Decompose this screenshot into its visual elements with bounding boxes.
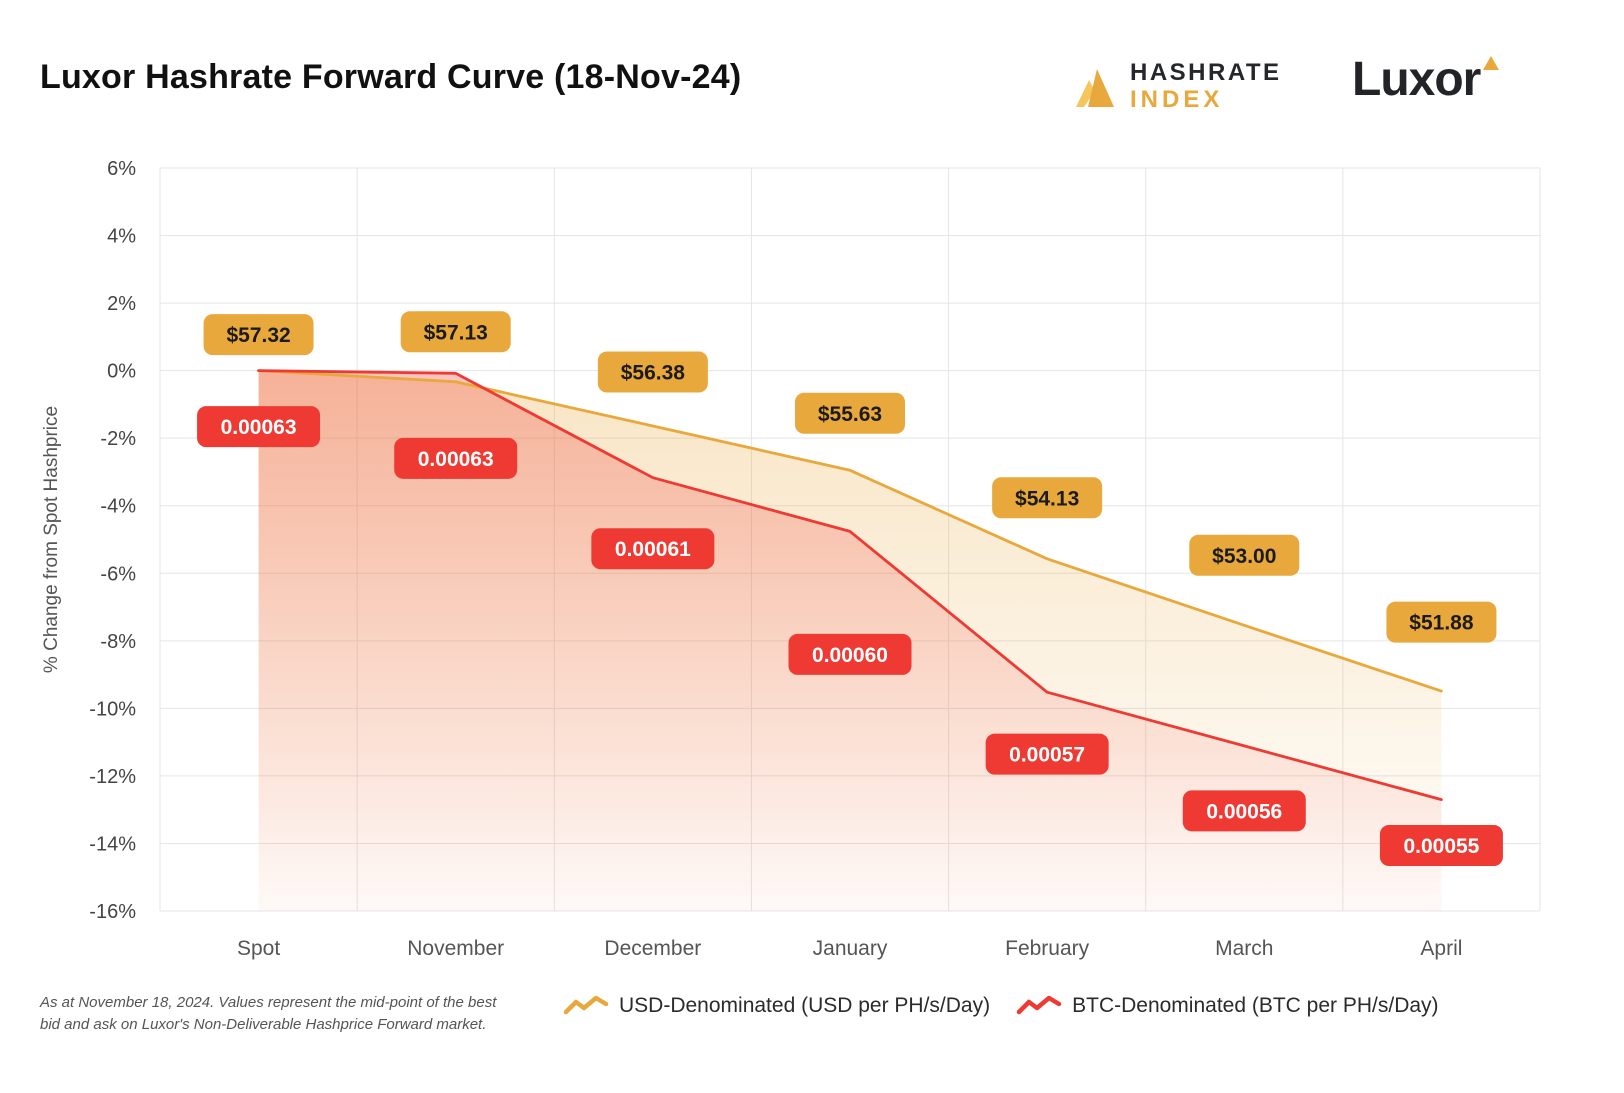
x-category-label: January (813, 937, 888, 960)
hashrate-index-wordmark: HASHRATE INDEX (1130, 59, 1282, 114)
btc-value-badge: 0.00056 (1182, 790, 1306, 832)
x-category-label: February (1005, 937, 1090, 960)
x-category-label: March (1215, 937, 1273, 960)
usd-value-badge: $57.13 (400, 311, 511, 353)
usd-value-badge: $57.32 (203, 314, 314, 356)
btc-legend-line-icon (1016, 995, 1062, 1015)
usd-value-badge: $54.13 (992, 477, 1103, 519)
y-tick-label: -14% (89, 833, 136, 855)
y-tick-label: -8% (100, 631, 136, 653)
usd-value-badge: $55.63 (795, 392, 905, 434)
x-category-label: November (407, 937, 504, 960)
y-tick-label: -2% (100, 428, 136, 450)
x-category-label: Spot (237, 937, 280, 960)
chart-legend: USD-Denominated (USD per PH/s/Day) BTC-D… (563, 994, 1439, 1018)
hashrate-index-icon (1076, 68, 1114, 107)
usd-value-badge: $56.38 (597, 351, 708, 393)
badge-value-text: 0.00055 (1403, 835, 1479, 858)
y-tick-label: -16% (89, 901, 136, 923)
btc-value-badge: 0.00060 (788, 633, 912, 675)
index-text: INDEX (1130, 85, 1224, 113)
btc-value-badge: 0.00057 (985, 733, 1109, 775)
badge-value-text: $53.00 (1212, 545, 1276, 568)
y-tick-label: 0% (107, 361, 136, 383)
usd-value-badge: $51.88 (1386, 601, 1497, 643)
badge-value-text: 0.00057 (1009, 744, 1085, 767)
btc-value-badge: 0.00061 (591, 528, 715, 570)
luxor-wordmark: Luxor (1352, 53, 1481, 106)
footnote: As at November 18, 2024. Values represen… (40, 994, 497, 1033)
luxor-triangle-icon (1483, 56, 1500, 70)
y-tick-label: -12% (89, 766, 136, 788)
legend-item-usd: USD-Denominated (USD per PH/s/Day) (563, 994, 990, 1018)
chart-title: Luxor Hashrate Forward Curve (18-Nov-24) (40, 58, 742, 96)
x-category-label: April (1420, 937, 1462, 960)
btc-series-line (257, 369, 1443, 801)
y-tick-label: -6% (100, 563, 136, 585)
badge-value-text: $56.38 (621, 362, 686, 385)
usd-series-line (257, 369, 1443, 693)
badge-value-text: 0.00061 (615, 538, 691, 561)
badge-value-text: $57.13 (424, 321, 488, 344)
btc-value-badge: 0.00063 (197, 406, 321, 448)
badge-value-text: $55.63 (818, 403, 882, 426)
legend-item-btc: BTC-Denominated (BTC per PH/s/Day) (1016, 994, 1439, 1018)
hashrate-index-logo: HASHRATE INDEX (1070, 59, 1282, 114)
y-tick-label: -10% (89, 698, 136, 720)
x-category-label: December (604, 937, 701, 960)
y-tick-label: 4% (107, 226, 136, 248)
badge-value-text: $54.13 (1015, 487, 1079, 510)
badge-value-text: $57.32 (226, 324, 290, 347)
badge-value-text: $51.88 (1409, 612, 1474, 635)
luxor-logo: Luxor (1352, 52, 1500, 107)
usd-legend-line-icon (563, 995, 609, 1015)
y-axis-title: % Change from Spot Hashprice (41, 406, 62, 673)
y-tick-label: 6% (107, 158, 136, 180)
badge-value-text: 0.00056 (1206, 800, 1282, 823)
hashrate-text: HASHRATE (1130, 59, 1282, 86)
y-tick-label: -4% (100, 496, 136, 518)
btc-value-badge: 0.00055 (1379, 825, 1503, 867)
btc-value-badge: 0.00063 (394, 437, 518, 479)
badge-value-text: 0.00063 (221, 416, 297, 439)
usd-value-badge: $53.00 (1189, 534, 1300, 576)
badge-value-text: 0.00063 (418, 448, 494, 471)
y-tick-label: 2% (107, 293, 136, 315)
legend-label-btc: BTC-Denominated (BTC per PH/s/Day) (1072, 994, 1439, 1017)
legend-label-usd: USD-Denominated (USD per PH/s/Day) (619, 994, 991, 1017)
badge-value-text: 0.00060 (812, 644, 888, 667)
